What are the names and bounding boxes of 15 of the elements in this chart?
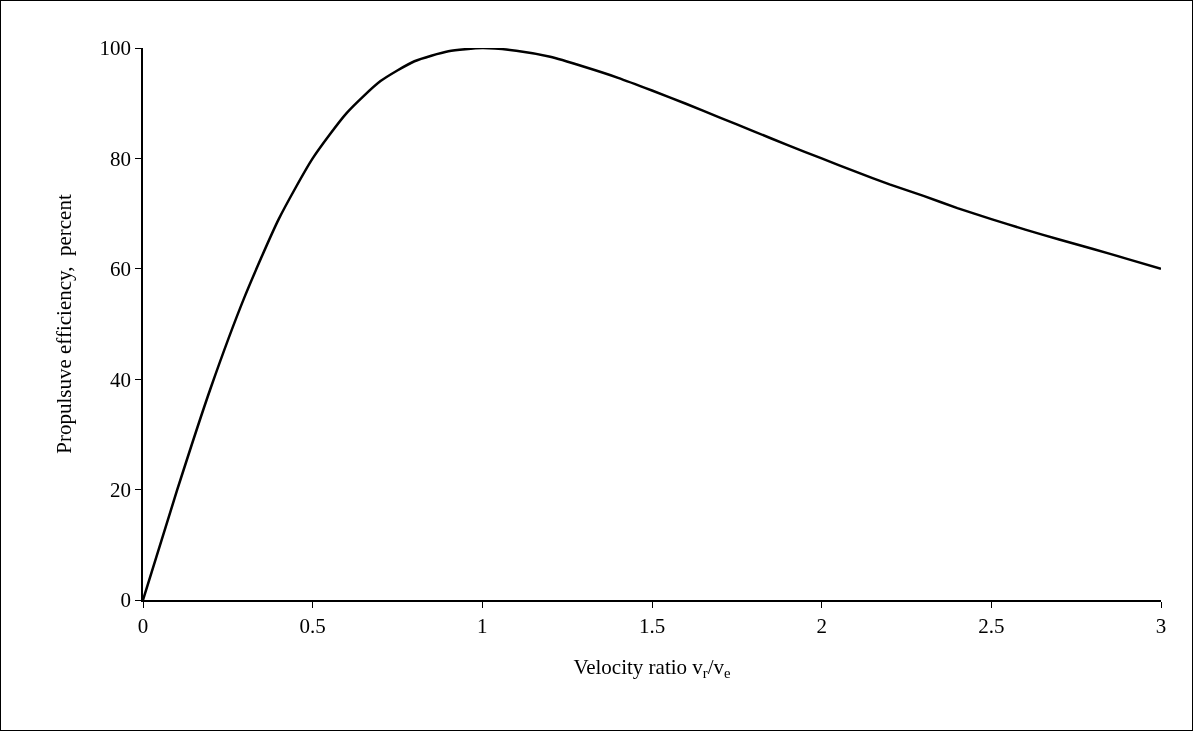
x-axis-title: Velocity ratio v$_{r}$/v$_{e}$ (573, 654, 732, 682)
x-tick-label: 1.5 (638, 613, 666, 638)
y-axis-title: Propulsuve efficiency, percent (52, 194, 77, 454)
y-tick-label: 60 (110, 257, 132, 282)
y-tick-label: 80 (110, 146, 132, 171)
y-tick-label: 0 (120, 588, 132, 613)
y-tick-label: 40 (110, 367, 132, 392)
y-tick-label: 20 (110, 477, 132, 502)
x-tick-label: 1 (477, 613, 488, 638)
x-tick-label: 3 (1155, 613, 1167, 638)
x-tick-label: 2 (816, 613, 827, 638)
y-tick-label: 100 (99, 36, 132, 61)
x-tick-label: 2.5 (978, 613, 1005, 638)
x-tick-label: 0.5 (299, 613, 326, 638)
x-tick-label: 0 (137, 613, 149, 638)
